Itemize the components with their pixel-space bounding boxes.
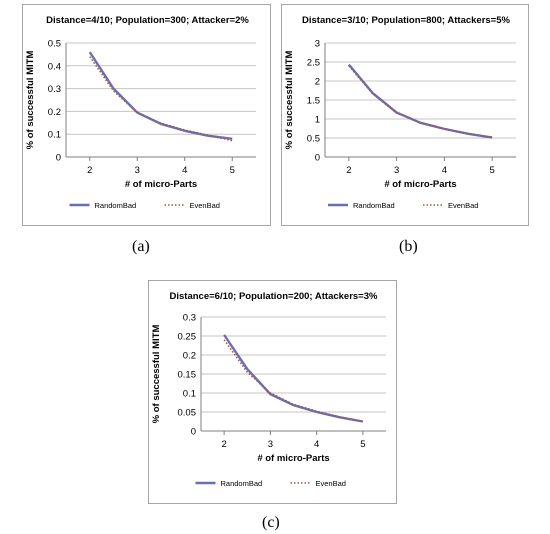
y-tick-label: 0.05 — [178, 408, 197, 419]
x-tick-label: 5 — [360, 439, 365, 450]
y-tick-label: 0.4 — [48, 61, 61, 72]
legend-label-randombad: RandomBad — [353, 201, 395, 210]
y-axis-label: % of successful MITM — [151, 325, 162, 424]
x-tick-label: 3 — [394, 165, 399, 176]
y-tick-label: 0.15 — [178, 370, 197, 381]
x-tick-label: 4 — [442, 165, 447, 176]
y-tick-label: 0.3 — [183, 313, 196, 324]
y-tick-label: 3 — [315, 39, 320, 50]
y-tick-label: 1 — [315, 115, 320, 126]
y-axis-label: % of successful MITM — [25, 51, 36, 150]
series-line-evenbad — [223, 339, 364, 423]
series-line-randombad — [223, 334, 364, 423]
legend-label-randombad: RandomBad — [95, 201, 137, 210]
y-tick-label: 0.5 — [48, 39, 61, 50]
chart-a: Distance=4/10; Population=300; Attacker=… — [25, 15, 256, 210]
y-tick-label: 0 — [56, 153, 61, 164]
caption-b: (b) — [399, 238, 418, 255]
y-tick-label: 0 — [315, 153, 320, 164]
series-line-randombad — [347, 63, 493, 139]
y-tick-label: 0.2 — [183, 351, 196, 362]
y-tick-label: 1.5 — [307, 96, 320, 107]
x-tick-label: 5 — [230, 165, 235, 176]
chart-panel-b: Distance=3/10; Population=800; Attackers… — [281, 4, 529, 226]
x-axis-label: # of micro-Parts — [257, 453, 329, 464]
y-tick-label: 0.25 — [178, 332, 197, 343]
y-tick-label: 0.5 — [307, 134, 320, 145]
x-tick-label: 5 — [489, 165, 494, 176]
chart-title: Distance=6/10; Population=200; Attackers… — [170, 291, 379, 302]
chart-title: Distance=3/10; Population=800; Attackers… — [302, 15, 511, 26]
legend-label-evenbad: EvenBad — [448, 201, 478, 210]
chart-panel-c: Distance=6/10; Population=200; Attackers… — [148, 280, 397, 504]
caption-c: (c) — [262, 514, 280, 531]
legend-label-evenbad: EvenBad — [190, 201, 220, 210]
y-tick-label: 0.1 — [48, 130, 61, 141]
y-tick-label: 2 — [315, 77, 320, 88]
x-tick-label: 2 — [346, 165, 351, 176]
series-line-evenbad — [348, 65, 493, 139]
y-tick-label: 0.2 — [48, 107, 61, 118]
chart-c: Distance=6/10; Population=200; Attackers… — [151, 291, 386, 488]
chart-b: Distance=3/10; Population=800; Attackers… — [284, 15, 516, 210]
x-tick-label: 4 — [314, 439, 319, 450]
y-tick-label: 2.5 — [307, 58, 320, 69]
y-axis-label: % of successful MITM — [284, 51, 295, 150]
x-tick-label: 2 — [221, 439, 226, 450]
x-tick-label: 3 — [268, 439, 273, 450]
y-tick-label: 0.3 — [48, 84, 61, 95]
y-tick-label: 0.1 — [183, 389, 196, 400]
x-tick-label: 3 — [135, 165, 140, 176]
legend-label-evenbad: EvenBad — [316, 479, 346, 488]
legend-label-randombad: RandomBad — [221, 479, 263, 488]
series-line-randombad — [88, 51, 233, 140]
series-line-evenbad — [89, 56, 233, 142]
y-tick-label: 0 — [191, 427, 196, 438]
x-tick-label: 4 — [182, 165, 187, 176]
chart-title: Distance=4/10; Population=300; Attacker=… — [46, 15, 249, 26]
x-tick-label: 2 — [87, 165, 92, 176]
x-axis-label: # of micro-Parts — [125, 179, 197, 190]
chart-panel-a: Distance=4/10; Population=300; Attacker=… — [22, 4, 271, 226]
caption-a: (a) — [132, 238, 150, 255]
x-axis-label: # of micro-Parts — [384, 179, 456, 190]
